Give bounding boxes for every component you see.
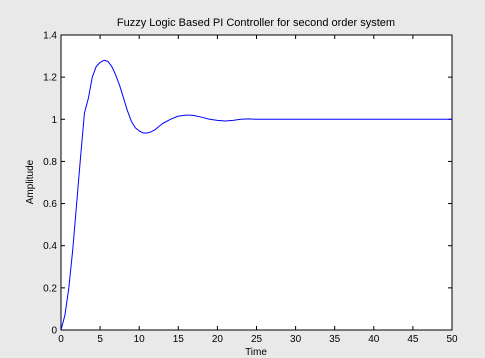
x-tick-label: 15 xyxy=(173,334,185,345)
x-tick-label: 10 xyxy=(134,334,146,345)
y-tick-label: 0 xyxy=(51,326,57,337)
series-line-0 xyxy=(60,59,452,331)
x-tick-label: 50 xyxy=(446,334,458,345)
x-axis-label: Time xyxy=(245,347,267,358)
x-tick-label: 45 xyxy=(407,334,419,345)
y-tick-label: 1.2 xyxy=(43,73,57,84)
y-tick-label: 0.2 xyxy=(43,283,57,294)
y-tick-label: 0.4 xyxy=(43,241,57,252)
chart-title: Fuzzy Logic Based PI Controller for seco… xyxy=(117,17,395,29)
y-tick-label: 1.4 xyxy=(43,31,57,42)
x-tick-label: 5 xyxy=(97,334,103,345)
plot-area xyxy=(60,34,453,331)
x-tick-label: 40 xyxy=(368,334,380,345)
y-tick-label: 0.6 xyxy=(43,199,57,210)
x-tick-label: 20 xyxy=(212,334,224,345)
x-tick-label: 30 xyxy=(290,334,302,345)
x-tick-label: 25 xyxy=(251,334,263,345)
x-tick-label: 0 xyxy=(58,334,64,345)
y-tick-label: 1 xyxy=(51,115,57,126)
x-tick-label: 35 xyxy=(329,334,341,345)
y-axis-label: Amplitude xyxy=(25,159,36,204)
y-tick-label: 0.8 xyxy=(43,157,57,168)
